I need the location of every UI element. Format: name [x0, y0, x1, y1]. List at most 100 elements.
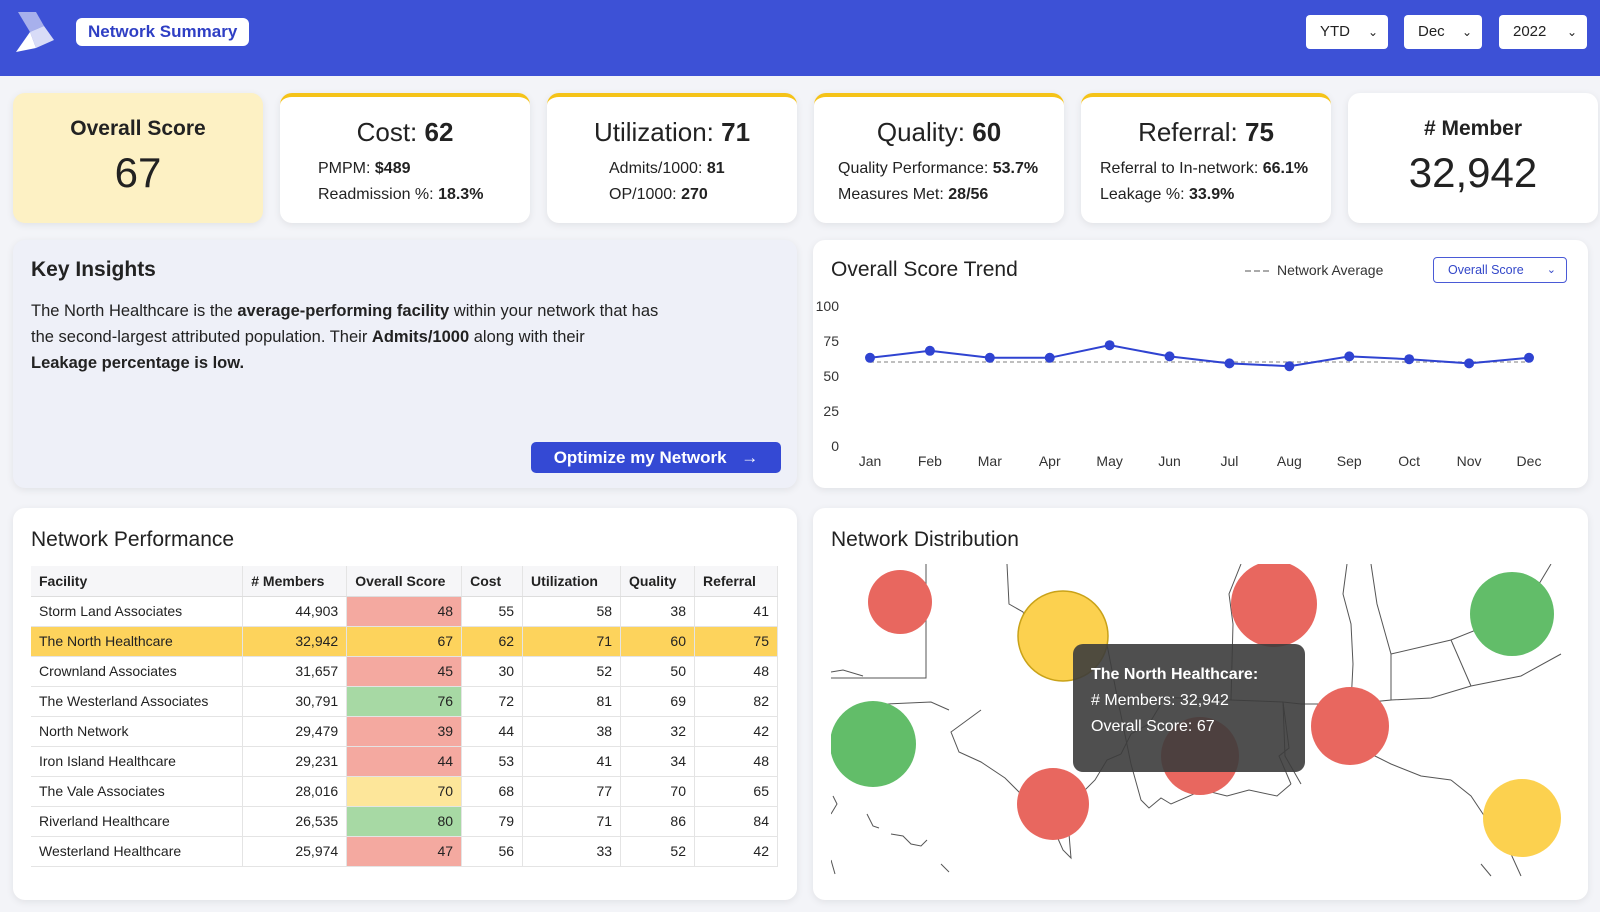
network-performance-title: Network Performance	[31, 528, 235, 551]
period-dropdown[interactable]: YTD ⌄	[1306, 15, 1388, 49]
facility-marker-red[interactable]	[1311, 687, 1389, 765]
measures-met-value: 28/56	[948, 186, 989, 203]
quality-score: 60	[972, 117, 1002, 147]
chart-legend: Network Average	[1245, 262, 1383, 278]
column-header[interactable]: Referral	[694, 566, 779, 597]
value-cell: 55	[461, 596, 524, 627]
score-data-point[interactable]	[924, 345, 935, 356]
value-cell: 72	[461, 686, 524, 717]
referral-card[interactable]: Referral: 75 Referral to In-network: 66.…	[1081, 93, 1331, 223]
score-data-point[interactable]	[1164, 351, 1175, 362]
table-row[interactable]: Westerland Healthcare 25,974 47 56 33 52 42	[31, 836, 779, 867]
metric-selector[interactable]: Overall Score ⌄	[1433, 257, 1567, 283]
chevron-down-icon: ⌄	[1566, 25, 1577, 39]
column-header[interactable]: Overall Score	[346, 566, 463, 597]
column-header[interactable]: # Members	[242, 566, 348, 597]
table-row[interactable]: The Vale Associates 28,016 70 68 77 70 65	[31, 776, 779, 807]
facility-marker-red[interactable]	[1231, 564, 1317, 647]
facility-marker-green[interactable]	[1470, 572, 1554, 656]
value-cell: 70	[346, 776, 463, 807]
member-label: # Member	[1423, 117, 1523, 140]
measures-met-label: Measures Met:	[838, 186, 944, 203]
facility-marker-yellow[interactable]	[1483, 779, 1561, 857]
app-logo-icon[interactable]	[14, 12, 54, 54]
value-cell: 69	[620, 686, 695, 717]
table-row[interactable]: The Westerland Associates 30,791 76 72 81 69 8…	[31, 686, 779, 717]
pmpm-label: PMPM:	[318, 160, 371, 177]
score-data-point[interactable]	[865, 352, 875, 363]
optimize-network-button[interactable]: Optimize my Network →	[531, 442, 781, 473]
month-dropdown[interactable]: Dec ⌄	[1404, 15, 1482, 49]
score-data-point[interactable]	[1224, 358, 1235, 369]
value-cell: 38	[522, 716, 622, 747]
value-cell: 33	[522, 836, 622, 867]
table-row[interactable]: North Network 29,479 39 44 38 32 42	[31, 716, 779, 747]
value-cell: 76	[346, 686, 463, 717]
facility-cell: The Vale Associates	[31, 776, 244, 807]
member-value: 32,942	[1408, 149, 1538, 196]
facility-cell: The North Healthcare	[31, 626, 244, 657]
score-data-point[interactable]	[1464, 358, 1475, 369]
leakage-value: 33.9%	[1188, 186, 1235, 203]
referral-score: 75	[1245, 117, 1274, 147]
table-row[interactable]: Riverland Healthcare 26,535 80 79 71 86 84	[31, 806, 779, 837]
score-data-point[interactable]	[1404, 354, 1415, 365]
readmission-value: 18.3%	[438, 186, 484, 203]
facility-tooltip: The North Healthcare: # Members: 32,942 …	[1073, 644, 1305, 772]
facility-cell: North Network	[31, 716, 244, 747]
score-data-point[interactable]	[1284, 361, 1295, 372]
key-insights-panel: Key Insights The North Healthcare is the…	[13, 240, 797, 488]
value-cell: 41	[522, 746, 622, 777]
table-row[interactable]: Storm Land Associates 44,903 48 55 58 38 41	[31, 596, 779, 627]
facility-cell: Iron Island Healthcare	[31, 746, 244, 777]
value-cell: 32	[620, 716, 695, 747]
table-row[interactable]: The North Healthcare 32,942 67 62 71 60 75	[31, 626, 779, 657]
value-cell: 39	[346, 716, 463, 747]
score-trend-panel: 0 25 50 75 100 Jan Feb Mar Apr May Jun Jul Aug Sep Oct…	[813, 240, 1588, 488]
score-data-point[interactable]	[1524, 352, 1534, 363]
legend-network-average: Network Average	[1277, 262, 1384, 278]
quality-performance-value: 53.7%	[992, 160, 1039, 177]
chevron-down-icon: ⌄	[1367, 25, 1378, 39]
score-data-point[interactable]	[984, 352, 995, 363]
year-dropdown[interactable]: 2022 ⌄	[1499, 15, 1587, 49]
score-series-line	[869, 344, 1530, 368]
value-cell: 67	[346, 626, 463, 657]
cost-card[interactable]: Cost: 62 PMPM: $489 Readmission %: 18.3%	[280, 93, 530, 223]
pmpm-value: $489	[374, 160, 411, 177]
table-header-row: Facility # Members Overall Score Cost Utiliz…	[31, 566, 779, 597]
in-network-value: 66.1%	[1262, 160, 1309, 177]
column-header[interactable]: Quality	[620, 566, 695, 597]
score-data-point[interactable]	[1344, 351, 1355, 362]
admits-label: Admits/1000:	[609, 160, 703, 177]
facility-marker-red[interactable]	[868, 570, 932, 634]
value-cell: 62	[461, 626, 524, 657]
leakage-label: Leakage %:	[1100, 186, 1185, 203]
score-data-point[interactable]	[1104, 340, 1115, 351]
column-header[interactable]: Facility	[31, 566, 244, 597]
table-row[interactable]: Iron Island Healthcare 29,231 44 53 41 34 48	[31, 746, 779, 777]
column-header[interactable]: Utilization	[522, 566, 622, 597]
value-cell: 86	[620, 806, 695, 837]
x-tick-label: Sep	[1337, 453, 1362, 469]
facility-marker-green[interactable]	[831, 701, 916, 787]
table-row[interactable]: Crownland Associates 31,657 45 30 52 50 48	[31, 656, 779, 687]
network-performance-panel: Network Performance Facility # Members Ove…	[13, 508, 797, 900]
value-cell: 42	[694, 836, 779, 867]
value-cell: 70	[620, 776, 695, 807]
score-data-point[interactable]	[1044, 352, 1055, 363]
member-card: # Member 32,942	[1348, 93, 1598, 223]
tooltip-members: # Members: 32,942	[1091, 692, 1229, 709]
utilization-card[interactable]: Utilization: 71 Admits/1000: 81 OP/1000:…	[547, 93, 797, 223]
quality-label: Quality:	[876, 117, 965, 147]
value-cell: 75	[694, 626, 779, 657]
quality-card[interactable]: Quality: 60 Quality Performance: 53.7% M…	[814, 93, 1064, 223]
column-header[interactable]: Cost	[461, 566, 524, 597]
value-cell: 42	[694, 716, 779, 747]
insight-text-1: The North Healthcare is the	[31, 302, 238, 320]
value-cell: 53	[461, 746, 524, 777]
facility-marker-red[interactable]	[1017, 768, 1089, 840]
x-tick-label: Dec	[1517, 453, 1542, 469]
cost-score: 62	[424, 117, 454, 147]
value-cell: 44	[461, 716, 524, 747]
